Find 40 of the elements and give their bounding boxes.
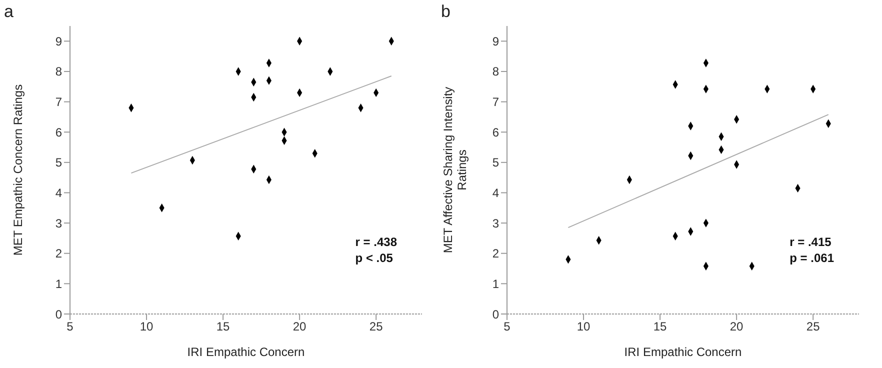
y-tick-label: 5: [492, 156, 500, 170]
x-tick-label: 5: [66, 320, 74, 334]
x-tick-label: 20: [730, 320, 744, 334]
annotation: r = .415: [790, 234, 832, 250]
y-tick-label: 3: [492, 216, 500, 230]
x-tick-label: 10: [140, 320, 154, 334]
y-tick-label: 6: [55, 125, 62, 140]
y-tick-label: 5: [55, 156, 62, 170]
y-tick-label: 8: [55, 64, 62, 79]
y-tick-label: 7: [492, 95, 500, 110]
y-tick-label: 6: [492, 125, 500, 140]
chart-title: b: [441, 2, 450, 22]
x-tick-label: 10: [576, 320, 591, 334]
x-tick-label: 25: [369, 320, 384, 334]
x-axis-title: IRI Empathic Concern: [624, 345, 742, 359]
y-tick-label: 7: [55, 95, 62, 110]
x-tick-label: 15: [653, 320, 668, 334]
y-tick-label: 9: [55, 34, 62, 48]
y-tick-label: 2: [492, 246, 500, 261]
y-tick-label: 0: [55, 307, 62, 322]
annotation: p < .05: [355, 250, 394, 266]
y-tick-label: 8: [492, 64, 500, 79]
x-tick-label: 20: [292, 320, 307, 334]
y-axis-title: MET Affective Sharing Intensity Ratings: [441, 86, 469, 254]
y-tick-label: 0: [492, 307, 500, 322]
annotation: p = .061: [790, 250, 834, 266]
y-tick-label: 4: [492, 186, 500, 200]
y-axis-title: MET Empathic Concern Ratings: [11, 84, 25, 256]
y-tick-label: 1: [55, 276, 62, 291]
x-tick-label: 5: [504, 320, 511, 334]
annotation: r = .438: [355, 234, 397, 250]
y-tick-label: 1: [492, 276, 500, 291]
y-tick-label: 4: [55, 186, 62, 200]
x-axis-title: IRI Empathic Concern: [187, 345, 305, 359]
chart-title: a: [4, 2, 14, 22]
y-tick-label: 9: [492, 34, 500, 48]
y-tick-label: 3: [55, 216, 62, 230]
x-tick-label: 25: [806, 320, 820, 334]
x-tick-label: 15: [216, 320, 230, 334]
y-tick-label: 2: [55, 246, 62, 261]
